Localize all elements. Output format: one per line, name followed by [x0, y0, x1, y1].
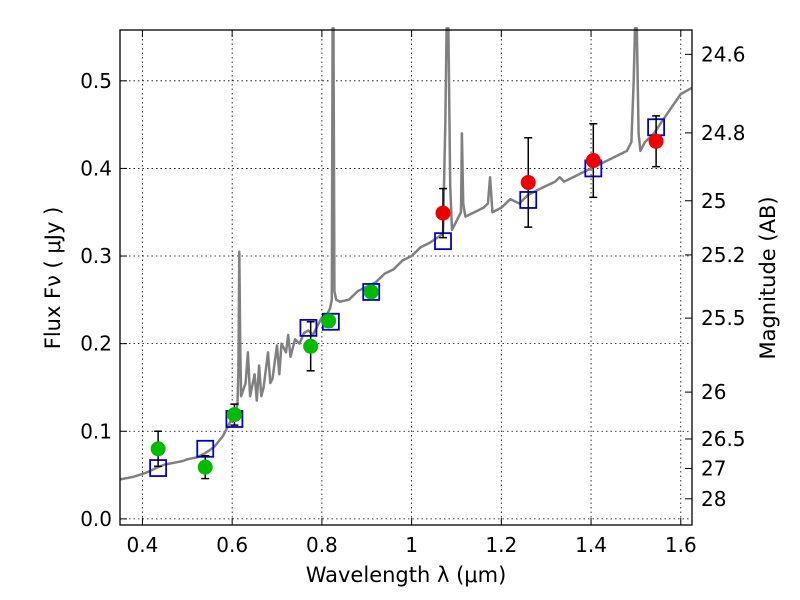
x-tick-label: 0.6: [216, 533, 248, 557]
magnitude-tick-label: 24.8: [701, 121, 746, 145]
photometry-point: [520, 174, 536, 190]
y-tick-label: 0.5: [80, 69, 112, 93]
x-tick-label: 1.2: [485, 533, 517, 557]
magnitude-tick-label: 25.5: [701, 306, 746, 330]
y-tick-label: 0.2: [80, 332, 112, 356]
magnitude-tick-label: 25.2: [701, 243, 746, 267]
photometry-point: [435, 205, 451, 221]
magnitude-tick-label: 26: [701, 380, 726, 404]
photometry-point: [226, 407, 242, 423]
photometry-point: [197, 459, 213, 475]
model-flux-square: [362, 283, 381, 301]
magnitude-tick-label: 27: [701, 456, 726, 480]
magnitude-tick-label: 28: [701, 487, 726, 511]
photometry-point: [150, 441, 166, 457]
y2-axis-title: Magnitude (AB): [756, 196, 780, 359]
x-tick-label: 1.6: [665, 533, 697, 557]
y-tick-label: 0.0: [80, 507, 112, 531]
plot-frame: [119, 29, 693, 526]
y-axis-title: Flux Fν ( μJy ): [41, 207, 65, 350]
spectrum-line: [119, 26, 693, 481]
magnitude-tick-label: 26.5: [701, 427, 746, 451]
x-tick-label: 0.4: [127, 533, 159, 557]
photometry-point: [321, 313, 337, 329]
axes: 0.4 0.6 0.8 1 1.2 1.4 1.6 0.0 0.1 0.2 0.3 0.4 0.5 24.…: [80, 30, 746, 557]
photometry-point: [303, 338, 319, 354]
magnitude-tick-label: 25: [701, 189, 726, 213]
photometry-point: [648, 133, 664, 149]
x-axis-title: Wavelength λ (μm): [306, 563, 507, 587]
x-tick-label: 0.8: [306, 533, 338, 557]
y-tick-label: 0.4: [80, 156, 112, 180]
grid: [120, 30, 692, 525]
x-tick-label: 1.4: [575, 533, 607, 557]
y-tick-label: 0.1: [80, 419, 112, 443]
plot-data: [119, 26, 693, 481]
x-tick-label: 1: [405, 533, 418, 557]
photometry-point: [363, 284, 379, 300]
magnitude-tick-label: 24.6: [701, 42, 746, 66]
model-flux-square: [299, 318, 318, 337]
photometry-point: [585, 153, 601, 169]
y-tick-label: 0.3: [80, 244, 112, 268]
